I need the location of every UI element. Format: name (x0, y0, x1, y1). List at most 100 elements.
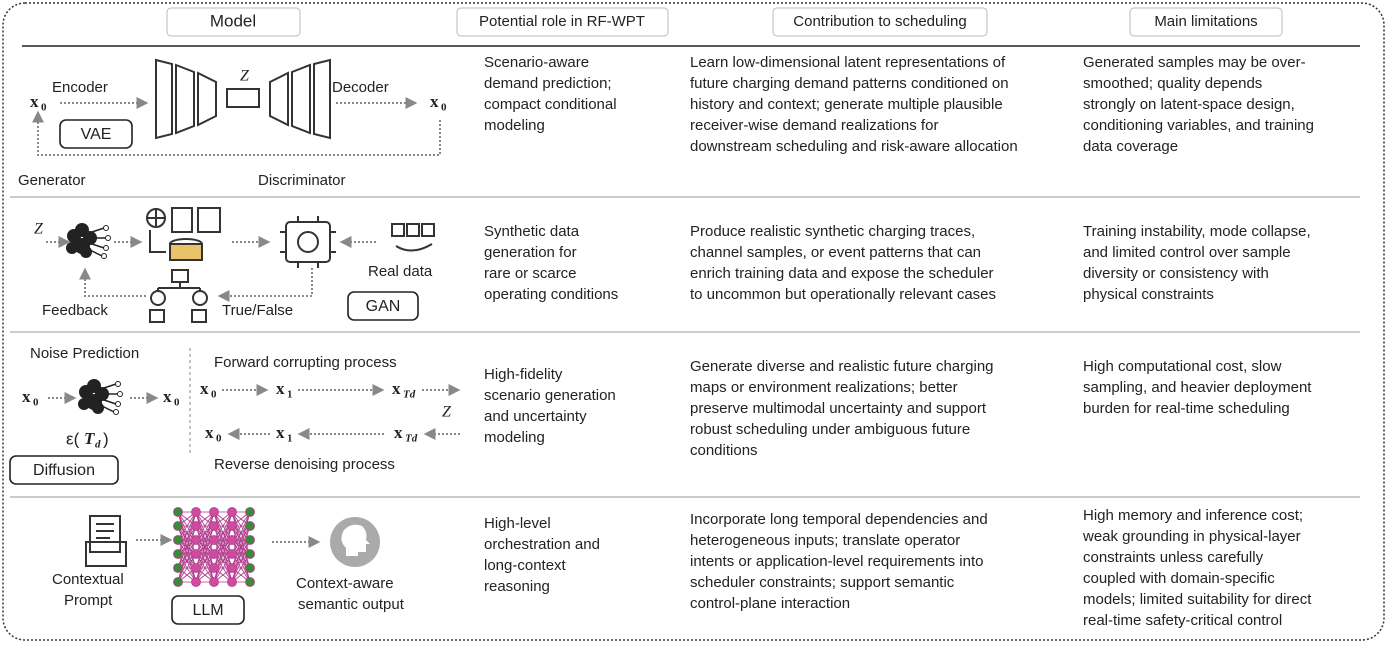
icon-shape (150, 290, 166, 306)
icon-shape (177, 539, 197, 583)
label: Feedback (42, 302, 108, 319)
label: x (22, 387, 31, 406)
contribution-line: heterogeneous inputs; translate operator (690, 532, 960, 549)
icon-shape (213, 511, 233, 555)
contribution-line: maps or environment realizations; better (690, 379, 958, 396)
role-line: rare or scarce (484, 265, 577, 282)
role-line: High-fidelity (484, 366, 563, 383)
limitations-line: weak grounding in physical-layer (1082, 528, 1301, 545)
icon-shape (231, 511, 251, 541)
label: T (84, 429, 95, 448)
icon-shape (195, 511, 215, 541)
icon-shape (227, 563, 237, 573)
limitations-line: Generated samples may be over- (1083, 54, 1306, 71)
label: Td (405, 433, 418, 445)
contribution-line: receiver-wise demand realizations for (690, 117, 938, 134)
icon-shape (772, 7, 988, 37)
limitations-line: real-time safety-critical control (1083, 612, 1282, 629)
icon-shape (171, 595, 245, 625)
role-line: High-level (484, 515, 551, 532)
label: Z (34, 221, 44, 238)
icon-shape (195, 511, 215, 555)
role-line: modeling (484, 429, 545, 446)
icon-shape (421, 223, 435, 237)
limitations-line: smoothed; quality depends (1083, 75, 1262, 92)
limitations-line: High memory and inference cost; (1083, 507, 1303, 524)
icon-shape (191, 535, 201, 545)
label: x (200, 379, 209, 398)
contribution-line: conditions (690, 442, 758, 459)
contribution-line: Generate diverse and realistic future ch… (690, 358, 994, 375)
icon-shape (227, 535, 237, 545)
label: d (95, 439, 101, 451)
icon-shape (227, 507, 237, 517)
icon-shape (213, 525, 233, 583)
icon-shape (195, 511, 215, 569)
limitations-line: sampling, and heavier deployment (1083, 379, 1312, 396)
role-line: scenario generation (484, 387, 616, 404)
icon-shape (285, 221, 331, 263)
limitations-line: data coverage (1083, 138, 1178, 155)
contribution-line: robust scheduling under ambiguous future (690, 421, 970, 438)
icon-shape (85, 541, 127, 567)
icon-shape (280, 216, 336, 268)
icon-shape (226, 88, 260, 108)
icon-shape (177, 525, 197, 583)
limitations-line: coupled with domain-specific (1083, 570, 1275, 587)
label: Diffusion (33, 462, 95, 479)
limitations-line: physical constraints (1083, 286, 1214, 303)
icon-shape (209, 507, 219, 517)
icon-shape (209, 535, 219, 545)
icon-shape (177, 511, 197, 569)
icon-shape (231, 511, 251, 569)
label: ε( (66, 429, 80, 448)
icon-shape (245, 507, 255, 517)
label: semantic output (298, 596, 405, 613)
icon-shape (1129, 7, 1283, 37)
icon-shape (77, 378, 124, 416)
icon-shape (213, 511, 233, 541)
label: Discriminator (258, 172, 346, 189)
icon-shape (65, 222, 112, 260)
icon-shape (169, 243, 203, 261)
label: 0 (211, 389, 217, 401)
contribution-line: preserve multimodal uncertainty and supp… (690, 400, 987, 417)
label: x (205, 423, 214, 442)
label: Generator (18, 172, 86, 189)
label: 0 (216, 433, 222, 445)
role-line: reasoning (484, 578, 550, 595)
label: 0 (174, 397, 180, 409)
icon-shape (227, 577, 237, 587)
icon-shape (171, 269, 189, 283)
icon-shape (217, 268, 313, 302)
icon-shape (269, 71, 289, 127)
icon-shape (191, 507, 201, 517)
icon-shape (191, 563, 201, 573)
limitations-line: strongly on latent-space design, (1083, 96, 1295, 113)
label: GAN (366, 298, 401, 315)
icon-shape (177, 553, 197, 583)
icon-shape (213, 553, 233, 583)
icon-shape (177, 511, 197, 555)
label: x (30, 92, 39, 111)
icon-shape (79, 267, 146, 297)
label: Z (442, 404, 452, 421)
contribution-line: channel samples, or event patterns that … (690, 244, 981, 261)
label: Real data (368, 263, 433, 280)
icon-shape (155, 58, 173, 140)
label: Z (240, 68, 250, 85)
icon-shape (175, 63, 195, 135)
label: x (276, 379, 285, 398)
label: Reverse denoising process (214, 456, 395, 473)
icon-shape (171, 207, 193, 233)
icon-shape (149, 309, 165, 323)
icon-shape (147, 209, 165, 227)
icon-shape (227, 521, 237, 531)
role-line: operating conditions (484, 286, 618, 303)
icon-shape (245, 549, 255, 559)
icon-shape (59, 119, 133, 149)
llm-diagram: Contextual Prompt Context-aware semantic… (52, 507, 405, 625)
icon-shape (231, 553, 251, 583)
icon-shape (406, 223, 420, 237)
gan-diagram: Generator Discriminator Z Real data Feed… (18, 172, 435, 323)
